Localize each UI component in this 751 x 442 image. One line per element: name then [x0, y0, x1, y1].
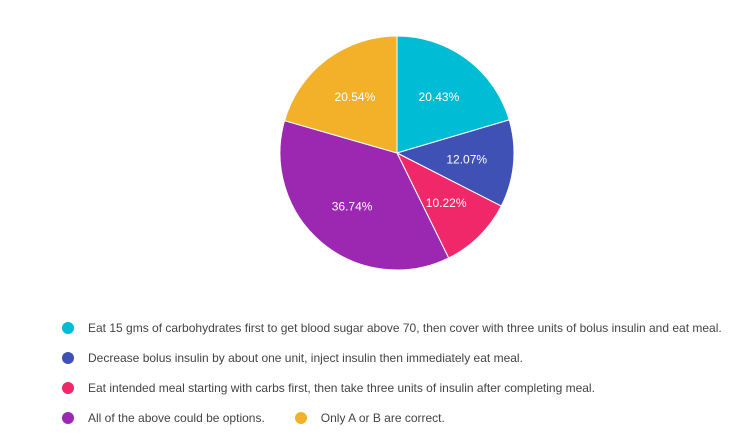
- slice-label-4: 36.74%: [332, 200, 373, 214]
- legend-marker-3: [62, 382, 74, 394]
- pie-slice-3[interactable]: [395, 151, 502, 259]
- pie-chart: 20.43% 12.07% 10.22% 36.74% 20.54%: [279, 35, 515, 271]
- pie-slice-1[interactable]: [396, 35, 510, 154]
- legend-marker-1: [62, 322, 74, 334]
- legend-item-2[interactable]: Decrease bolus insulin by about one unit…: [62, 351, 523, 365]
- pie-slice-5[interactable]: [283, 35, 398, 154]
- legend-row-1: Eat 15 gms of carbohydrates first to get…: [62, 313, 742, 343]
- legend-marker-2: [62, 352, 74, 364]
- pie-chart-svg: 20.43% 12.07% 10.22% 36.74% 20.54%: [279, 35, 515, 271]
- legend-label-3: Eat intended meal starting with carbs fi…: [88, 381, 595, 395]
- pie-slice-4[interactable]: [279, 120, 450, 271]
- legend-item-1[interactable]: Eat 15 gms of carbohydrates first to get…: [62, 321, 722, 335]
- legend-label-5: Only A or B are correct.: [320, 411, 445, 425]
- legend-row-3: Eat intended meal starting with carbs fi…: [62, 373, 742, 403]
- slice-label-3: 10.22%: [426, 196, 467, 210]
- legend-marker-5: [294, 412, 307, 424]
- slice-label-1: 20.43%: [419, 90, 460, 104]
- legend-item-3[interactable]: Eat intended meal starting with carbs fi…: [62, 381, 595, 395]
- legend-item-4[interactable]: All of the above could be options.: [62, 411, 265, 425]
- legend-item-5[interactable]: Only A or B are correct.: [294, 411, 445, 425]
- chart-legend: Eat 15 gms of carbohydrates first to get…: [62, 313, 742, 433]
- slice-label-2: 12.07%: [446, 152, 487, 166]
- legend-marker-4: [62, 412, 74, 424]
- pie-slice-2[interactable]: [395, 119, 515, 207]
- legend-label-2: Decrease bolus insulin by about one unit…: [88, 351, 523, 365]
- slice-label-5: 20.54%: [335, 90, 376, 104]
- legend-row-4: All of the above could be options. Only …: [62, 403, 742, 433]
- legend-row-2: Decrease bolus insulin by about one unit…: [62, 343, 742, 373]
- legend-label-4: All of the above could be options.: [88, 411, 265, 425]
- legend-label-1: Eat 15 gms of carbohydrates first to get…: [88, 321, 722, 335]
